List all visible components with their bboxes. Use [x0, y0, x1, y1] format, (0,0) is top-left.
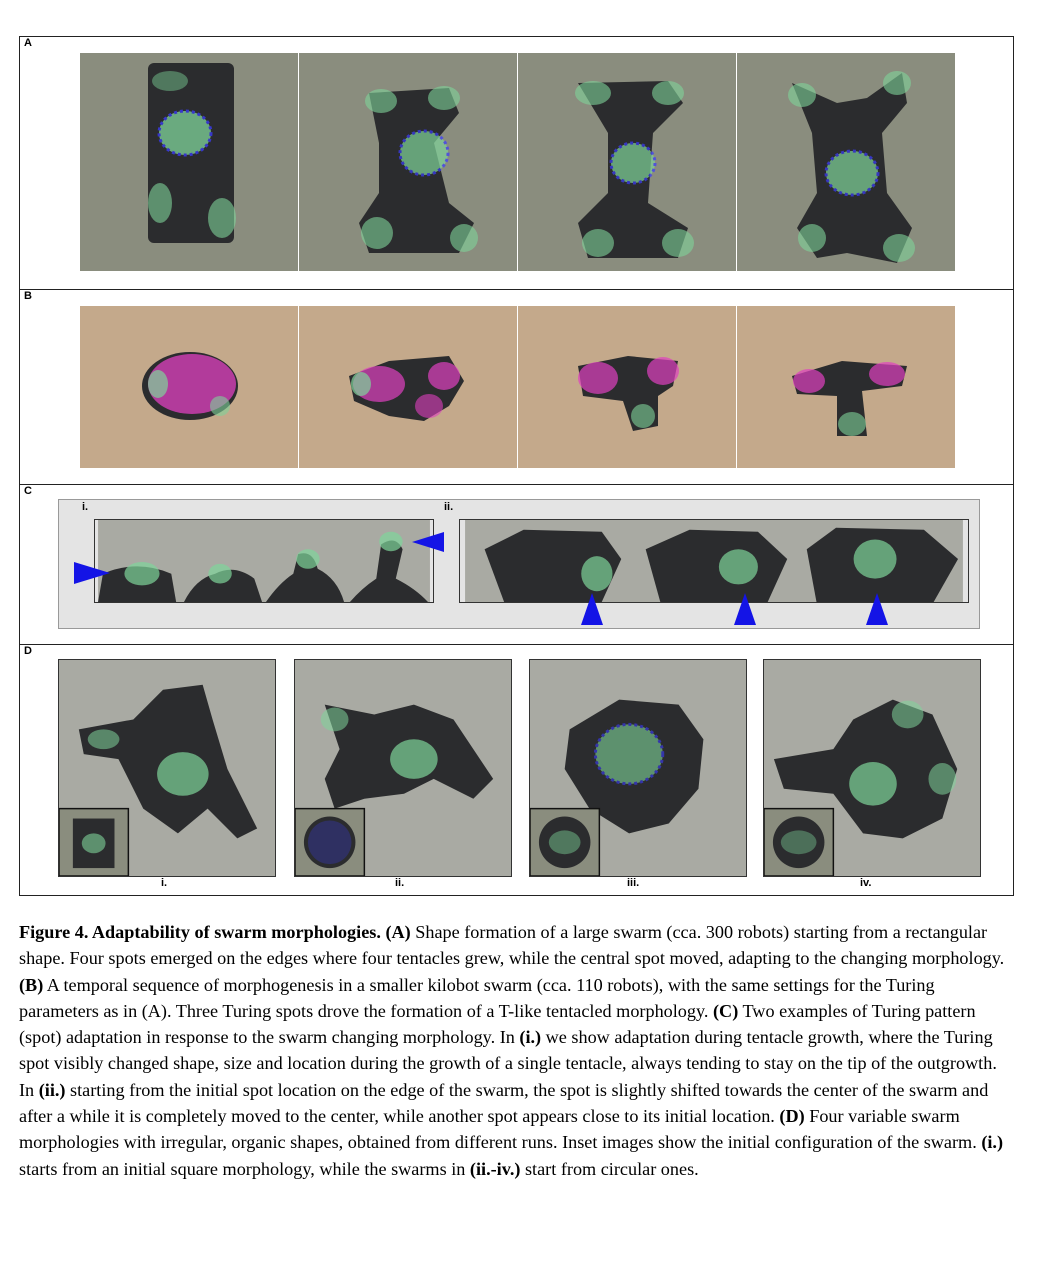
caption-c-label: (C)	[713, 1000, 739, 1021]
panel-c-ii-arrow-3	[866, 593, 888, 625]
caption-c-text: Two examples of Turing pattern (spot) ad…	[19, 1000, 976, 1048]
panel-d-photo-4	[763, 659, 981, 877]
caption-b-label: (B)	[19, 974, 44, 995]
panel-d-sub-iv: iv.	[860, 877, 872, 889]
caption-c-i: (i.)	[519, 1027, 542, 1048]
caption-b-text: A temporal sequence of morphogenesis in …	[19, 974, 935, 1021]
panel-a-photo-2	[299, 53, 517, 271]
caption-c-text3: starting from the initial spot location …	[19, 1079, 989, 1127]
figure-4: A	[19, 36, 1014, 896]
panel-a: A	[20, 37, 1013, 290]
panel-a-label: A	[24, 37, 32, 49]
panel-d-sub-iii: iii.	[627, 877, 640, 889]
panel-c-i-strip	[94, 519, 434, 603]
panel-d-photo-3	[529, 659, 747, 877]
panel-c-sub-i: i.	[82, 501, 89, 513]
caption-d-text: Four variable swarm morphologies with ir…	[19, 1106, 982, 1153]
panel-b: B	[20, 290, 1013, 485]
panel-d-sub-ii: ii.	[395, 877, 405, 889]
caption-d-text3: start from circular ones.	[520, 1158, 699, 1179]
panel-b-photo-4	[737, 306, 955, 468]
panel-c-i-arrow-right	[412, 532, 444, 552]
caption-d-iiiv: (ii.-iv.)	[469, 1158, 521, 1179]
panel-d-photo-2	[294, 659, 512, 877]
caption-d-text2: starts from an initial square morphology…	[19, 1158, 470, 1179]
panel-c-i-arrow-left	[74, 562, 110, 584]
panel-a-photo-4	[737, 53, 955, 271]
panel-d-photo-1	[58, 659, 276, 877]
panel-c-ii-arrow-2	[734, 593, 756, 625]
panel-d-label: D	[24, 645, 32, 657]
caption-d-i: (i.)	[981, 1132, 1004, 1153]
panel-a-photo-3	[518, 53, 736, 271]
panel-c-ii-arrow-1	[581, 593, 603, 625]
panel-b-photo-1	[80, 306, 298, 468]
caption-title: Figure 4. Adaptability of swarm morpholo…	[19, 922, 381, 942]
caption-c-text2: we show adaptation during tentacle growt…	[19, 1027, 997, 1100]
panel-c-ii-strip	[459, 519, 969, 603]
panel-c-label: C	[24, 485, 32, 497]
panel-b-label: B	[24, 290, 32, 302]
caption-d-label: (D)	[779, 1106, 805, 1127]
caption-c-ii: (ii.)	[38, 1079, 66, 1100]
panel-b-photo-2	[299, 306, 517, 468]
figure-caption: Figure 4. Adaptability of swarm morpholo…	[19, 919, 1014, 1182]
panel-c-sub-ii: ii.	[444, 501, 454, 513]
panel-d: D	[20, 645, 1013, 895]
panel-b-photo-3	[518, 306, 736, 468]
caption-a-label: (A)	[385, 922, 411, 942]
panel-c: C i. ii.	[20, 485, 1013, 645]
caption-a-text: Shape formation of a large swarm (cca. 3…	[19, 922, 1005, 969]
panel-d-sub-i: i.	[161, 877, 168, 889]
panel-a-photo-1	[80, 53, 298, 271]
